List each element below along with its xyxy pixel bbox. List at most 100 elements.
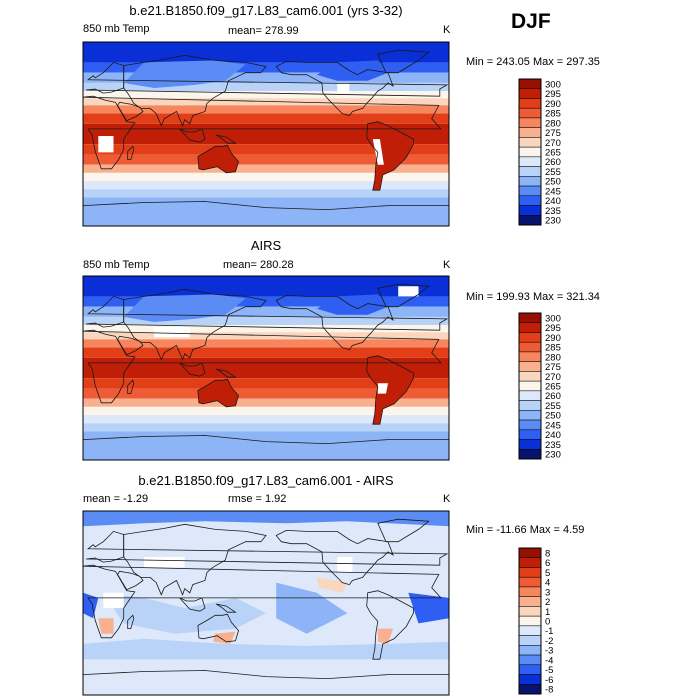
colorbar-tick-label: 300 [545,79,561,90]
panel1-missing-data [98,136,114,153]
colorbar-swatch [518,312,542,323]
panel3-coastline-arabia [117,570,144,591]
colorbar-swatch [518,674,542,685]
panel1-title: b.e21.B1850.f09_g17.L83_cam6.001 (yrs 3-… [129,3,403,18]
panel2-coastline-australia [197,378,239,408]
panel1-temp-band [83,105,449,114]
panel3-frame [82,510,450,696]
colorbar-tick-label: 295 [545,323,561,334]
colorbar-tick-label: 240 [545,196,561,207]
panel3-title: b.e21.B1850.f09_g17.L83_cam6.001 - AIRS [138,473,394,488]
panel2-temp-band [83,431,449,460]
panel1-temp-band [83,91,449,99]
colorbar-tick-label: 270 [545,372,561,383]
colorbar-tick-label: 2 [545,597,550,608]
panel1-coastline-arabia [117,101,144,122]
colorbar-swatch [518,654,542,666]
panel2-temp-band [83,296,449,307]
colorbar-swatch [518,332,542,343]
panel2-cold-canada [316,294,388,315]
panel1-variable-label: 850 mb Temp [83,23,150,35]
panel2-coastline-sam [366,355,414,425]
colorbar-tick-label: 285 [545,109,561,120]
colorbar-tick-label: 265 [545,382,561,393]
colorbar-swatch [518,127,542,138]
panel1-coastline-australia [197,144,239,174]
colorbar-swatch [518,195,542,206]
colorbar-tick-label: 280 [545,352,561,363]
panel3-units: K [443,493,451,505]
colorbar-tick-label: 275 [545,362,561,373]
colorbar-swatch [518,547,542,558]
colorbar-tick-label: -4 [545,655,553,666]
panel2-coastline-newguinea [215,368,237,378]
colorbar-swatch [518,117,542,128]
panel1-warm-south-america [366,121,414,191]
colorbar-swatch [518,576,542,588]
colorbar-swatch [518,557,542,568]
panel1-missing-data [372,139,384,165]
colorbar-swatch [518,146,542,158]
colorbar-swatch [518,205,542,216]
panel3-coastline-asia [123,523,267,596]
panel3-anomaly-region [316,577,348,593]
panel1-temp-band [83,181,449,190]
colorbar-tick-label: 295 [545,89,561,100]
colorbar-tick-label: -8 [545,685,553,696]
colorbar-tick-label: 265 [545,148,561,159]
colorbar-tick-label: 5 [545,568,550,579]
panel1-temp-band [83,72,449,83]
colorbar-tick-label: 290 [545,99,561,110]
panel1-coastline-seasia [179,128,206,143]
colorbar-tick-label: 0 [545,617,550,628]
panel2-temp-band [83,276,449,297]
panel2-warm-south-america [366,355,414,425]
colorbar-swatch [518,78,542,89]
colorbar-tick-label: 260 [545,157,561,168]
panel1-coastline-nam [275,60,394,117]
colorbar-swatch [518,567,542,578]
panel1-temp-band [83,113,449,124]
colorbar-tick-label: 3 [545,587,550,598]
colorbar-tick-label: 6 [545,558,550,569]
panel3-coastline-nam [275,529,394,586]
colorbar-tick-label: 260 [545,391,561,402]
colorbar-swatch [518,361,542,372]
panel2-temp-band [83,347,449,358]
panel3-coastline-europe [85,530,449,566]
colorbar-tick-label: 275 [545,128,561,139]
panel3-anomaly-region [213,631,236,644]
colorbar-tick-label: 8 [545,548,550,559]
panel2-missing-data [154,327,190,338]
panel1-temp-band [83,42,449,63]
colorbar-swatch [518,439,542,450]
panel2-temp-band [83,325,449,333]
panel2-coastline-seasia [179,362,206,377]
colorbar-swatch [518,625,542,636]
panel1-frame [82,41,450,227]
panel2-missing-data [398,286,419,297]
colorbar-swatch [518,371,542,382]
colorbar-swatch [518,615,542,627]
colorbar-tick-label: 230 [545,450,561,461]
panel3-coastline-greenland [377,518,430,543]
panel2-coastline-madagascar [127,379,135,395]
panel3-anomaly-region [83,592,99,619]
colorbar-tick-label: 255 [545,401,561,412]
panel3-mean: mean = -1.29 [83,493,149,505]
colorbar-swatch [518,88,542,99]
panel3-coastline-sam [366,590,414,660]
panel3-rmse: rmse = 1.92 [228,493,287,505]
panel1-mean: mean= 278.99 [228,25,299,37]
colorbar-tick-label: 230 [545,216,561,227]
panel2-coastline-greenland [377,283,430,308]
panel3-minmax: Min = -11.66 Max = 4.59 [466,524,585,536]
panel3-coastline-newguinea [215,603,237,613]
panel1-coastline-africa [83,95,442,170]
panel2-title: AIRS [250,238,282,253]
colorbar-swatch [518,156,542,167]
panel3-anomaly-region [98,618,114,634]
colorbar-tick-label: 255 [545,167,561,178]
panel2-coastline-europe [85,295,449,331]
